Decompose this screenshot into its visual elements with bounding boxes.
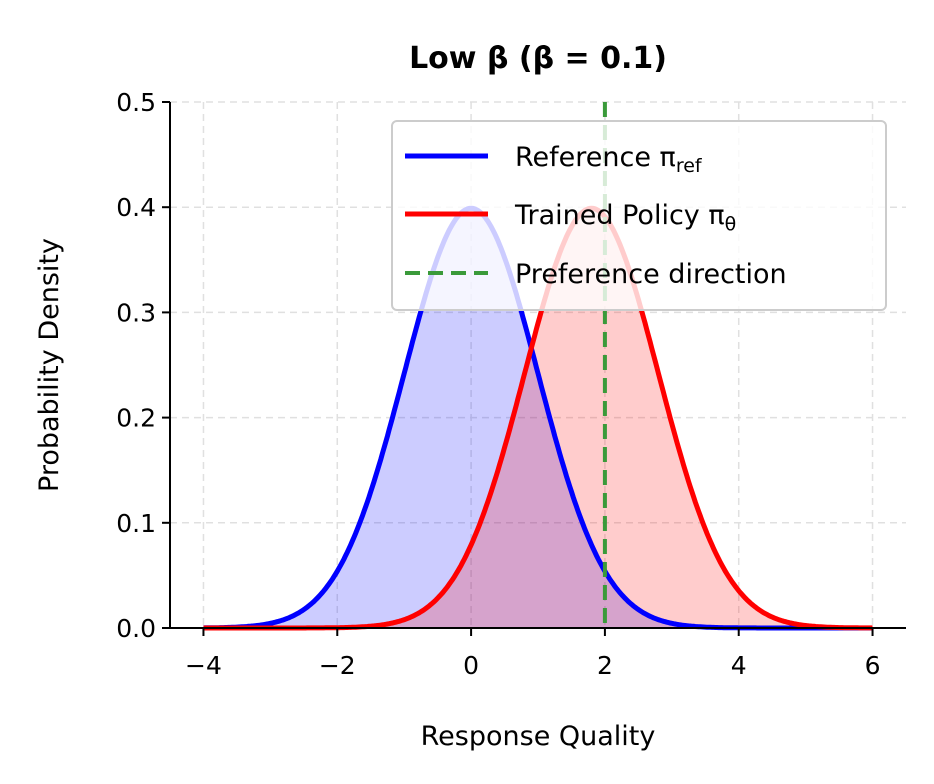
legend-label-preference: Preference direction — [515, 259, 787, 290]
y-tick-label: 0.0 — [116, 614, 156, 643]
x-ticks: −4 −2 0 2 4 6 — [185, 628, 880, 680]
fills — [203, 208, 873, 629]
chart-title: Low β (β = 0.1) — [409, 41, 667, 76]
legend-label-trained: Trained Policy πθ — [514, 200, 736, 235]
x-tick-label: 0 — [463, 651, 479, 680]
y-tick-label: 0.5 — [116, 88, 156, 117]
x-axis-label: Response Quality — [421, 721, 656, 752]
x-tick-label: 6 — [865, 651, 881, 680]
legend-label-reference: Reference πref — [515, 142, 703, 177]
x-tick-label: −4 — [185, 651, 222, 680]
x-tick-label: 2 — [597, 651, 613, 680]
series-fill-0 — [203, 208, 873, 629]
y-tick-label: 0.2 — [116, 404, 156, 433]
y-tick-label: 0.1 — [116, 509, 156, 538]
y-tick-label: 0.4 — [116, 193, 156, 222]
x-tick-label: 4 — [731, 651, 747, 680]
x-tick-label: −2 — [319, 651, 356, 680]
y-ticks: 0.0 0.1 0.2 0.3 0.4 0.5 — [116, 88, 170, 643]
legend: Reference πref Trained Policy πθ Prefere… — [391, 120, 887, 311]
series-fill-1 — [203, 208, 873, 629]
y-tick-label: 0.3 — [116, 298, 156, 327]
axes — [169, 102, 906, 629]
y-axis-label: Probability Density — [34, 238, 65, 492]
